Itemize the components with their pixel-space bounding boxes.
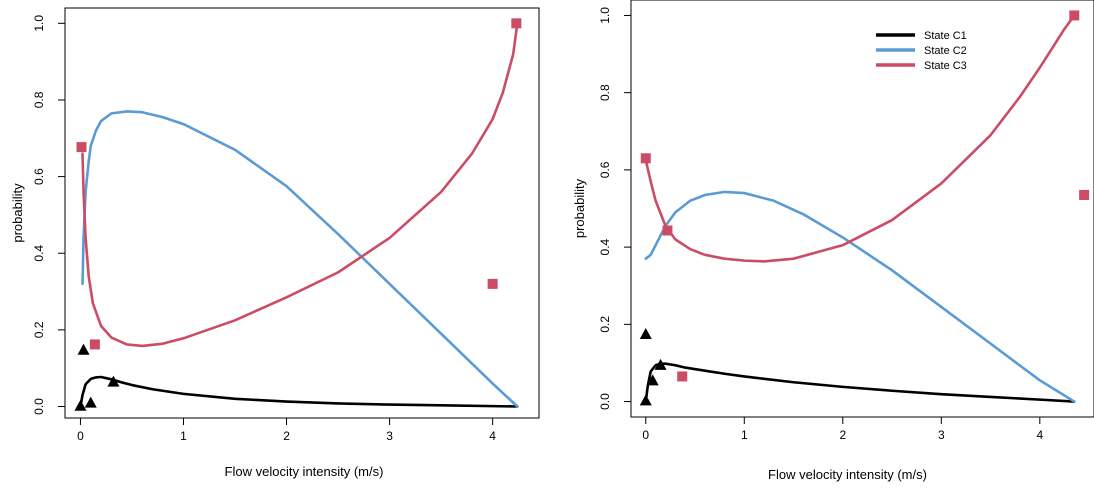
- panel-2-series-3-square-marker: [640, 153, 651, 164]
- panel-1-y-tick-label: 1.0: [32, 15, 46, 32]
- panel-2-series-3-line: [644, 14, 1076, 263]
- panel-1-y-tick-label: 0.4: [32, 245, 46, 262]
- legend-label-3: State C3: [924, 60, 967, 72]
- panel-1-series-3-square-marker: [89, 339, 100, 350]
- panel-2-y-tick-label: 1.0: [598, 7, 612, 24]
- panel-2-series-1-line: [644, 362, 1076, 403]
- panel-2-y-tick-label: 0.0: [598, 393, 612, 410]
- panel-1-y-tick-label: 0.8: [32, 91, 46, 108]
- panel-1-y-tick-label: 0.0: [32, 398, 46, 415]
- panel-2-y-axis-title: probability: [572, 178, 587, 238]
- panel-2-y-tick-label: 0.2: [598, 316, 612, 333]
- panel-1-group: 0 1 2 3 4 0.0 0.2 0.4 0.6 0.8 1.0 Flow velocity int…: [10, 7, 540, 479]
- panel-2-series-3-square-marker: [1079, 189, 1090, 200]
- panel-1-series-3-square-marker: [511, 18, 522, 29]
- panel-2-x-tick-label: 4: [1036, 428, 1043, 442]
- panel-1-series-2-line: [81, 110, 519, 408]
- panel-2-series-1-triangle-marker: [654, 358, 667, 370]
- panel-2-x-tick-label: 3: [938, 428, 945, 442]
- panel-2-legend: State C1 State C2 State C3: [876, 30, 967, 72]
- panel-1-series-3-line: [81, 22, 519, 348]
- panel-1-x-axis-title: Flow velocity intensity (m/s): [225, 464, 384, 479]
- panel-1-series-1-triangle-marker: [84, 396, 97, 408]
- panel-1-series-3-square-marker: [487, 278, 498, 289]
- panel-1-y-tick-label: 0.2: [32, 321, 46, 338]
- panel-2-x-axis-title: Flow velocity intensity (m/s): [768, 467, 927, 482]
- panel-2-series-1-triangle-marker: [646, 374, 659, 386]
- panel-1-x-tick-label: 4: [489, 429, 496, 443]
- panel-1-series-2: [81, 110, 519, 408]
- panel-1-y-tick-label: 0.6: [32, 168, 46, 185]
- panel-2-series-1-triangle-marker: [639, 327, 652, 339]
- panel-1-series-3: [76, 18, 522, 350]
- panel-2-series-1-triangle-marker: [639, 394, 652, 406]
- panel-2-x-tick-label: 2: [839, 428, 846, 442]
- panel-1-series-1-triangle-marker: [74, 399, 87, 411]
- panel-2-series-3-square-marker: [1069, 10, 1080, 21]
- panel-1-series-1-triangle-marker: [107, 375, 120, 387]
- panel-1-x-tick-label: 0: [77, 429, 84, 443]
- panel-1-plot-frame: [64, 7, 540, 419]
- panel-1-series-1: [74, 343, 519, 411]
- panel-1-x-tick-label: 3: [386, 429, 393, 443]
- panel-2-series-1: [639, 327, 1076, 406]
- panel-2-y-tick-label: 0.4: [598, 238, 612, 255]
- panel-2-group: 0 1 2 3 4 0.0 0.2 0.4 0.6 0.8 1.0 Flow velocity int…: [572, 0, 1094, 482]
- legend-label-2: State C2: [924, 45, 967, 57]
- panel-1-y-axis-title: probability: [10, 183, 25, 243]
- panel-2-series-3-square-marker: [677, 371, 688, 382]
- panel-1-series-1-triangle-marker: [77, 343, 90, 355]
- panel-2-series-2-line: [644, 190, 1076, 403]
- panel-1-series-3-square-marker: [76, 142, 87, 153]
- panel-1-x-tick-label: 1: [180, 429, 187, 443]
- panel-1-x-tick-label: 2: [283, 429, 290, 443]
- panel-2-plot-frame: [630, 0, 1094, 418]
- legend-label-1: State C1: [924, 30, 967, 42]
- panel-2-y-tick-label: 0.8: [598, 84, 612, 101]
- panel-1-series-1-line: [79, 375, 519, 408]
- panel-2-x-tick-label: 1: [741, 428, 748, 442]
- panel-2-series-3-square-marker: [662, 225, 673, 236]
- panel-2-series-2: [644, 190, 1076, 403]
- panel-2-y-tick-label: 0.6: [598, 161, 612, 178]
- panel-2-series-3: [640, 10, 1090, 382]
- panel-2-x-tick-label: 0: [642, 428, 649, 442]
